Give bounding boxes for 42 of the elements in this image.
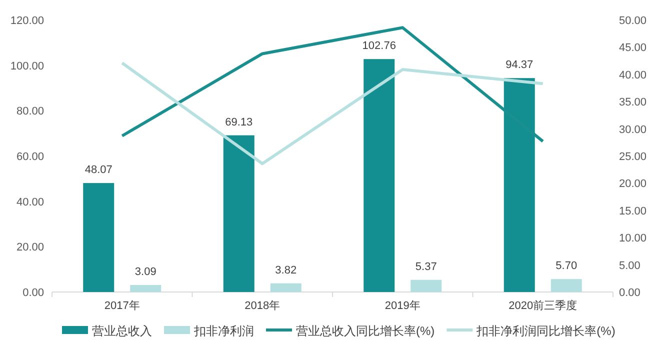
- x-tick-label: 2019年: [384, 300, 420, 312]
- y-tick-label: 0.00: [22, 287, 44, 299]
- y2-tick-label: 35.00: [619, 96, 647, 109]
- bar: [270, 283, 302, 292]
- bar: [223, 135, 254, 292]
- y2-tick-label: 25.00: [619, 151, 647, 163]
- legend-label: 营业总收入: [92, 324, 152, 338]
- data-label: 69.13: [225, 116, 253, 128]
- legend-label: 营业总收入同比增长率(%): [296, 324, 435, 338]
- y2-tick-label: 10.00: [619, 232, 647, 245]
- data-label: 102.76: [362, 40, 396, 52]
- data-label: 5.70: [556, 260, 578, 272]
- x-tick-label: 2017年: [104, 300, 140, 312]
- bar: [130, 284, 162, 292]
- bar: [550, 279, 582, 292]
- y-tick-label: 20.00: [16, 242, 44, 254]
- y-tick-label: 40.00: [16, 196, 44, 208]
- legend-label: 扣非净利润: [193, 324, 254, 338]
- y-tick-label: 120.00: [10, 15, 44, 27]
- y2-tick-label: 45.00: [619, 42, 647, 54]
- legend-label: 扣非净利润同比增长率(%): [476, 324, 616, 338]
- data-label: 3.09: [134, 266, 156, 278]
- line-series: [120, 61, 544, 166]
- data-label: 5.37: [415, 260, 437, 273]
- x-tick-label: 2020前三季度: [508, 299, 578, 312]
- y2-tick-label: 50.00: [619, 15, 647, 27]
- data-label: 94.37: [506, 59, 534, 72]
- y2-tick-label: 15.00: [619, 205, 647, 218]
- bar: [83, 183, 114, 292]
- bar: [410, 280, 442, 292]
- bar: [364, 59, 395, 292]
- y-tick-label: 100.00: [10, 60, 44, 72]
- y-tick-label: 80.00: [16, 106, 44, 118]
- x-tick-label: 2018年: [244, 300, 280, 312]
- y-tick-label: 60.00: [16, 151, 44, 163]
- data-label: 3.82: [275, 264, 297, 276]
- y2-tick-label: 5.00: [619, 260, 640, 272]
- data-label: 48.07: [84, 164, 112, 176]
- y2-tick-label: 40.00: [619, 69, 647, 82]
- y2-tick-label: 0.00: [619, 287, 640, 299]
- y2-tick-label: 30.00: [619, 124, 647, 136]
- y2-tick-label: 20.00: [619, 178, 647, 190]
